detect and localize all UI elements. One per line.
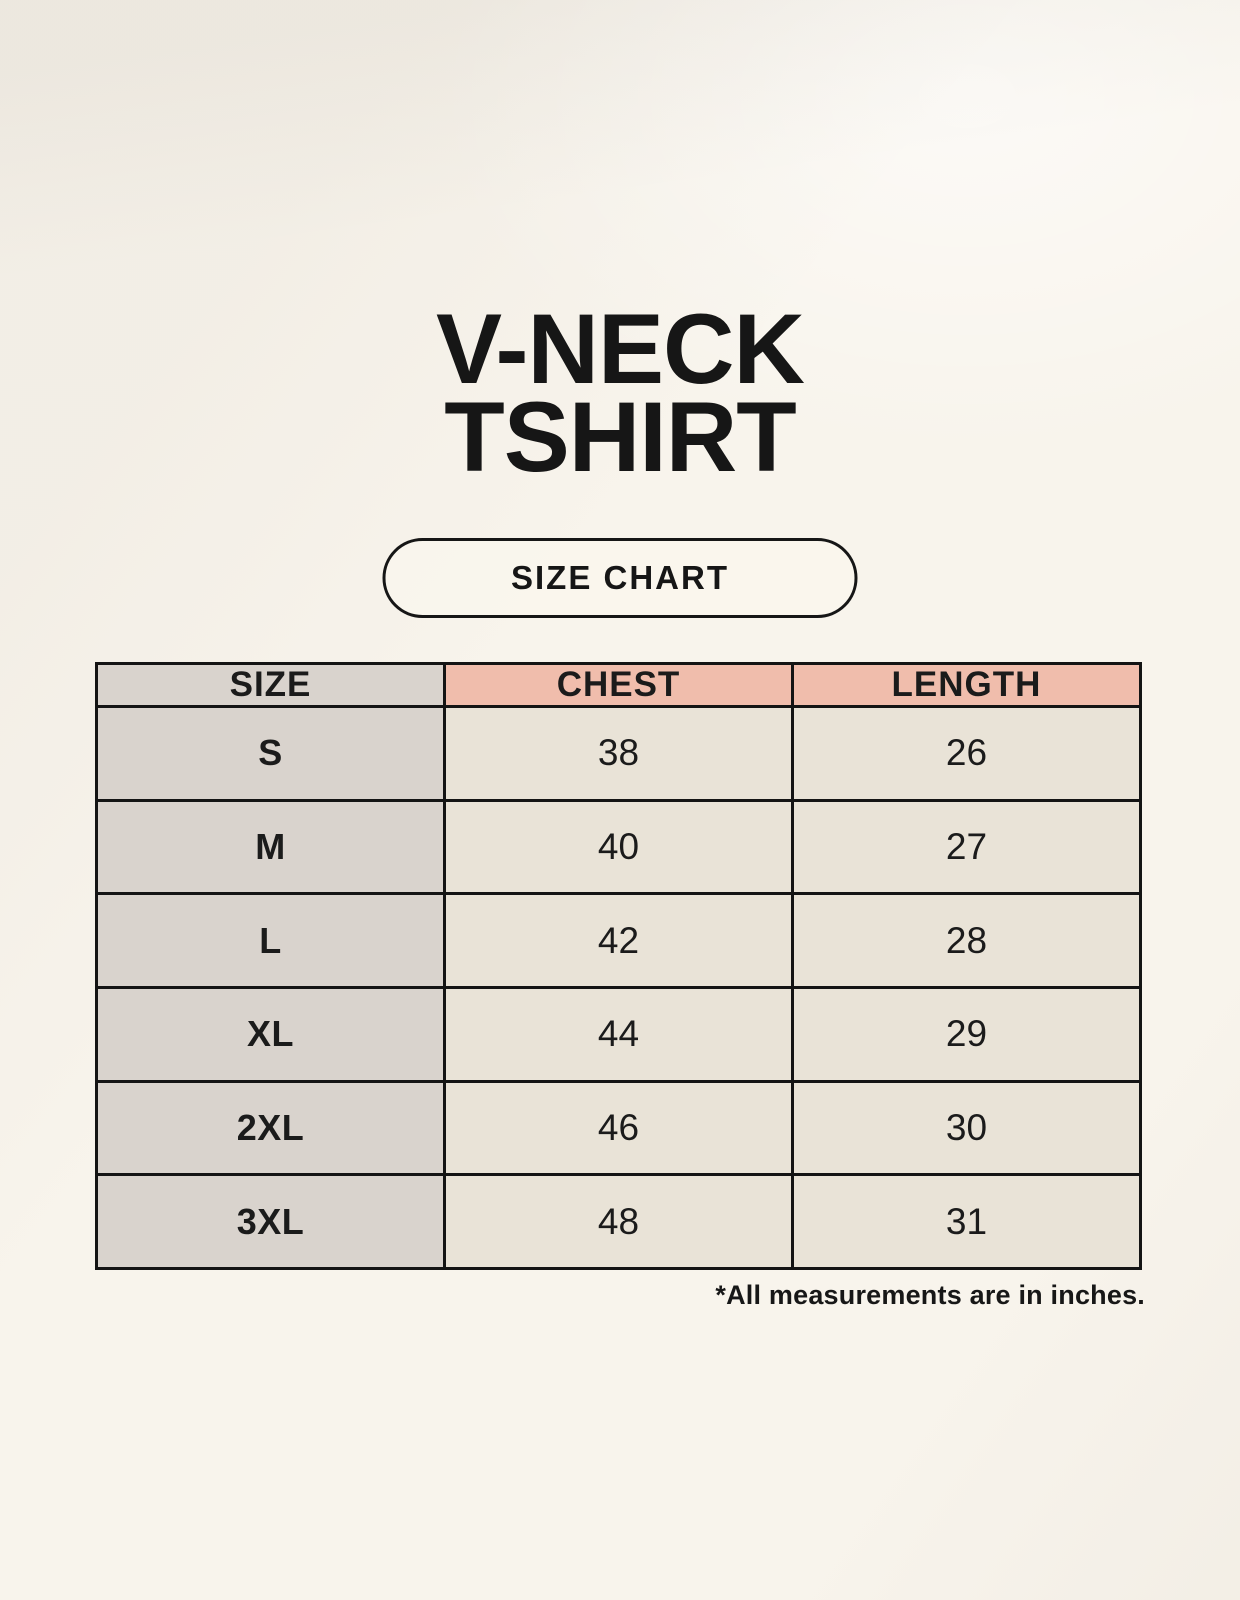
chest-cell: 44 <box>443 985 794 1083</box>
table-row-xl: XL 44 29 <box>95 985 1142 1083</box>
size-cell: 3XL <box>95 1173 446 1270</box>
page-title-line1: V-NECK <box>435 293 805 404</box>
table-row-m: M 40 27 <box>95 798 1142 896</box>
size-cell: M <box>95 798 446 896</box>
chest-cell: 42 <box>443 892 794 989</box>
header-cell-chest: CHEST <box>443 662 794 708</box>
table-row-3xl: 3XL 48 31 <box>95 1173 1142 1270</box>
length-cell: 28 <box>791 892 1142 989</box>
chest-cell: 38 <box>443 705 794 802</box>
chest-cell: 40 <box>443 798 794 896</box>
length-cell: 27 <box>791 798 1142 896</box>
size-cell: XL <box>95 985 446 1083</box>
length-cell: 30 <box>791 1079 1142 1177</box>
length-cell: 29 <box>791 985 1142 1083</box>
chest-cell: 48 <box>443 1173 794 1270</box>
page-title-line2: TSHIRT <box>444 381 796 492</box>
table-row-l: L 42 28 <box>95 892 1142 989</box>
size-chart-badge: SIZE CHART <box>382 538 858 618</box>
table-row-s: S 38 26 <box>95 705 1142 802</box>
size-chart-badge-label: SIZE CHART <box>511 559 729 596</box>
size-cell: L <box>95 892 446 989</box>
page-title: V-NECK TSHIRT <box>0 299 1240 486</box>
length-cell: 31 <box>791 1173 1142 1270</box>
header-row: SIZE CHEST LENGTH <box>95 662 1142 708</box>
table-row-2xl: 2XL 46 30 <box>95 1079 1142 1177</box>
size-cell: 2XL <box>95 1079 446 1177</box>
size-chart-table: SIZE CHEST LENGTH S 38 26 M 40 27 L 42 2… <box>95 662 1142 1270</box>
size-cell: S <box>95 705 446 802</box>
length-cell: 26 <box>791 705 1142 802</box>
header-cell-length: LENGTH <box>791 662 1142 708</box>
header-cell-size: SIZE <box>95 662 446 708</box>
chest-cell: 46 <box>443 1079 794 1177</box>
measurement-units-note: *All measurements are in inches. <box>715 1280 1145 1310</box>
